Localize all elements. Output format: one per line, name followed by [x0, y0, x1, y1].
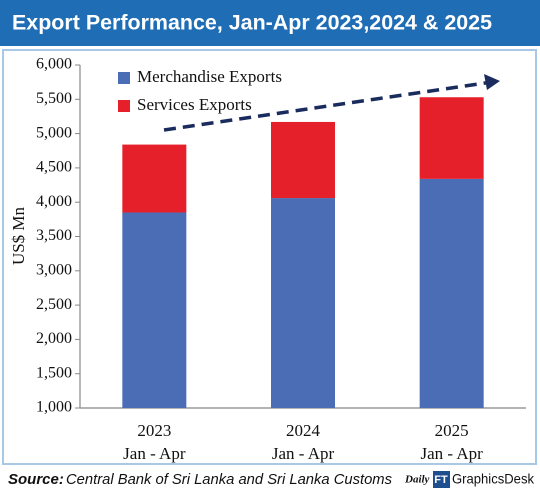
x-tick-sublabel: Jan - Apr: [272, 444, 335, 463]
y-tick-label: 4,500: [36, 159, 72, 176]
chart-frame: [2, 49, 537, 465]
bar-segment: [122, 144, 187, 213]
x-tick-label: 2023: [137, 421, 171, 440]
y-tick-label: 3,500: [36, 227, 72, 244]
chart-title: Export Performance, Jan-Apr 2023,2024 & …: [12, 12, 492, 35]
logo-box: [433, 471, 450, 488]
bar-segment: [271, 121, 335, 199]
legend-swatch: [118, 72, 130, 84]
trend-arrow: [163, 80, 493, 132]
y-tick-label: 3,000: [36, 261, 72, 278]
x-tick-sublabel: Jan - Apr: [421, 444, 484, 463]
bar-segment: [271, 198, 335, 408]
x-tick-label: 2025: [435, 421, 469, 440]
source-label: Source:: [8, 471, 64, 488]
bar-segment: [419, 178, 484, 408]
y-axis-label: US$ Mn: [9, 206, 28, 265]
y-tick-label: 1,000: [36, 399, 72, 416]
y-tick-label: 4,000: [36, 193, 72, 210]
x-tick-sublabel: Jan - Apr: [123, 444, 186, 463]
logo-mark: FT: [434, 474, 448, 486]
y-tick-label: 5,500: [36, 90, 72, 107]
source: Central Bank of Sri Lanka and Sri Lanka …: [66, 471, 392, 488]
title-bar: [0, 0, 540, 46]
legend-label: Merchandise Exports: [137, 67, 282, 86]
y-tick-label: 5,000: [36, 124, 72, 141]
logo-text: GraphicsDesk: [452, 471, 535, 487]
bar-segment: [419, 97, 484, 179]
plot: 1,000 1,500 2,000 2,500 3,000 3,500 4,000 4,500…: [36, 56, 526, 463]
trend-arrowhead: [484, 74, 500, 90]
y-tick-label: 2,500: [36, 296, 72, 313]
y-tick-label: 2,000: [36, 330, 72, 347]
x-tick-label: 2024: [286, 421, 321, 440]
y-tick-label: 1,500: [36, 364, 72, 381]
bar-segment: [122, 212, 187, 408]
y-tick-label: 6,000: [36, 56, 72, 73]
legend-swatch: [118, 100, 130, 112]
legend-label: Services Exports: [137, 95, 252, 114]
logo-prefix: Daily: [404, 474, 430, 486]
